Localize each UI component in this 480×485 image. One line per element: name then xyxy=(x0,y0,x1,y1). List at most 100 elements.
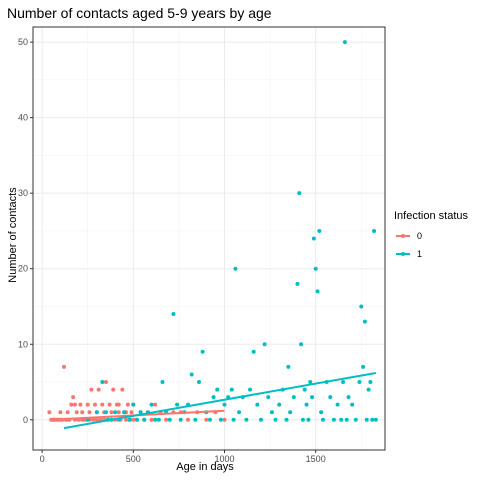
data-point xyxy=(304,402,309,407)
data-point xyxy=(156,417,161,422)
data-point xyxy=(357,380,362,385)
data-point xyxy=(171,312,176,317)
data-point xyxy=(71,395,76,400)
data-point xyxy=(47,410,52,415)
data-point xyxy=(288,410,293,415)
legend-items: 01 xyxy=(396,231,422,259)
data-point xyxy=(362,319,367,324)
data-point xyxy=(317,228,322,233)
data-point xyxy=(93,402,98,407)
data-point xyxy=(51,417,56,422)
y-tick-label: 10 xyxy=(18,339,28,349)
data-point xyxy=(335,402,340,407)
data-point xyxy=(153,402,158,407)
data-point xyxy=(204,417,209,422)
data-point xyxy=(167,417,172,422)
x-axis-label: Age in days xyxy=(176,461,234,473)
series-1-points xyxy=(85,40,378,422)
data-point xyxy=(127,417,132,422)
data-point xyxy=(62,364,67,369)
data-point xyxy=(218,417,223,422)
data-point xyxy=(231,417,236,422)
data-point xyxy=(211,395,216,400)
data-point xyxy=(341,380,346,385)
data-point xyxy=(65,410,70,415)
plot-panel-border xyxy=(32,26,386,451)
y-tick-label: 20 xyxy=(18,264,28,274)
data-point xyxy=(311,236,316,241)
data-point xyxy=(269,410,274,415)
data-point xyxy=(134,417,139,422)
data-point xyxy=(196,380,201,385)
data-point xyxy=(328,395,333,400)
y-axis-ticks: 0 10 20 30 40 50 xyxy=(18,37,33,425)
data-point xyxy=(131,402,136,407)
data-point xyxy=(248,387,253,392)
data-point xyxy=(124,417,129,422)
legend-item-0: 0 xyxy=(396,231,422,241)
data-point xyxy=(87,410,92,415)
data-point xyxy=(233,266,238,271)
data-point xyxy=(94,410,99,415)
y-tick-label: 40 xyxy=(18,113,28,123)
data-point xyxy=(222,402,227,407)
data-point xyxy=(186,417,191,422)
data-point xyxy=(359,304,364,309)
legend: Infection status 01 xyxy=(394,210,468,259)
trend-line-1 xyxy=(63,371,377,430)
data-point xyxy=(80,410,85,415)
data-point xyxy=(310,395,315,400)
data-point xyxy=(149,402,154,407)
data-point xyxy=(125,402,130,407)
data-point xyxy=(69,402,74,407)
data-point xyxy=(116,402,121,407)
data-point xyxy=(111,387,116,392)
legend-item-1: 1 xyxy=(396,249,422,259)
data-point xyxy=(344,417,349,422)
trend-layer xyxy=(63,371,377,430)
data-point xyxy=(160,380,165,385)
data-point xyxy=(286,364,291,369)
data-point xyxy=(266,395,271,400)
data-point xyxy=(366,387,371,392)
data-point xyxy=(315,289,320,294)
legend-title: Infection status xyxy=(394,210,468,222)
data-point xyxy=(103,410,108,415)
data-point xyxy=(103,380,108,385)
data-point xyxy=(175,402,180,407)
data-point xyxy=(129,410,134,415)
data-point xyxy=(313,266,318,271)
data-point xyxy=(142,417,147,422)
data-point xyxy=(74,410,79,415)
data-point xyxy=(149,417,154,422)
grid-minor xyxy=(33,27,385,450)
legend-label: 1 xyxy=(417,249,422,259)
data-point xyxy=(207,417,212,422)
legend-key-point xyxy=(401,234,405,238)
data-point xyxy=(91,417,96,422)
data-point xyxy=(94,417,99,422)
data-point xyxy=(153,417,158,422)
data-point xyxy=(273,417,278,422)
data-point xyxy=(370,417,375,422)
x-axis-ticks: 0 500 1000 1500 xyxy=(40,450,326,464)
data-point xyxy=(300,417,305,422)
data-point xyxy=(109,410,114,415)
data-point xyxy=(138,410,143,415)
data-point xyxy=(237,410,242,415)
data-point xyxy=(72,402,77,407)
x-tick-label: 500 xyxy=(126,454,141,464)
data-point xyxy=(319,410,324,415)
data-point xyxy=(306,417,311,422)
data-point xyxy=(78,402,83,407)
data-point xyxy=(297,191,302,196)
data-point xyxy=(299,342,304,347)
data-point xyxy=(85,402,90,407)
y-tick-label: 0 xyxy=(23,415,28,425)
data-point xyxy=(122,410,127,415)
data-point xyxy=(193,417,198,422)
data-point xyxy=(60,417,65,422)
legend-label: 0 xyxy=(417,231,422,241)
